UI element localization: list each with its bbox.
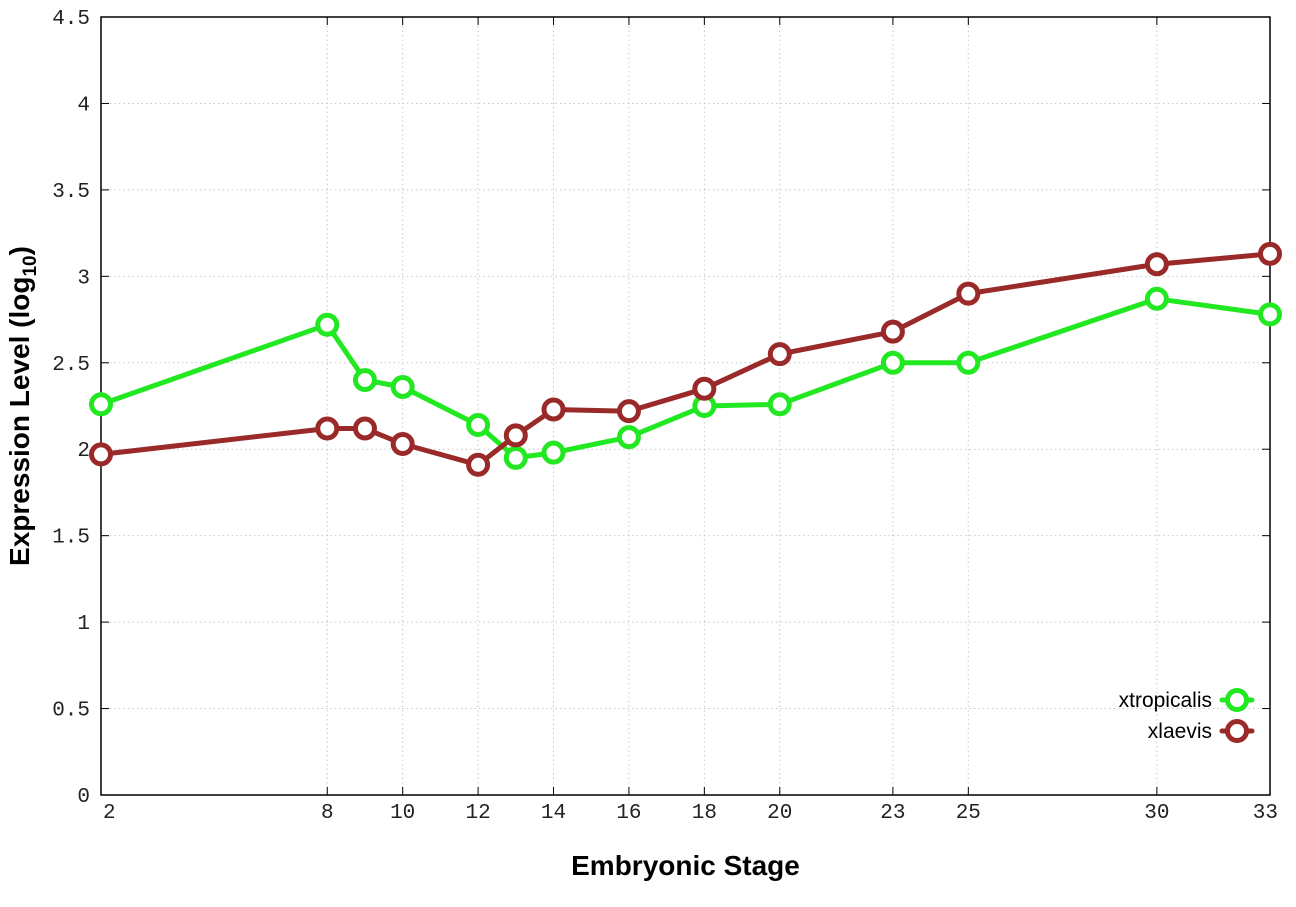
x-tick-label: 23 [880, 802, 905, 825]
data-point-xtropicalis [390, 374, 415, 399]
data-point-xlaevis [616, 399, 641, 424]
series-xlaevis [89, 241, 1282, 477]
legend-label: xlaevis [1148, 720, 1212, 743]
data-point-xlaevis [767, 342, 792, 367]
y-tick-label: 1 [77, 613, 90, 636]
y-tick-label: 4 [77, 94, 90, 117]
y-tick-label: 4.5 [52, 8, 90, 31]
legend-item-xlaevis: xlaevis [1148, 719, 1255, 743]
x-tick-label: 33 [1253, 802, 1278, 825]
data-point-xlaevis [1144, 252, 1169, 277]
y-tick-label: 0 [77, 786, 90, 809]
x-tick-label: 20 [767, 802, 792, 825]
series-layer [89, 241, 1282, 477]
y-axis-title-close: ) [4, 246, 35, 255]
x-tick-label: 8 [321, 802, 334, 825]
data-point-xlaevis [956, 281, 981, 306]
y-axis-title-subscript: 10 [20, 255, 41, 276]
axis-ticks: 0 0.5 1 1.5 2 2.5 3 3.5 4 4.5 2 8 10 12 14 16 18 20 23 25 30… [52, 8, 1278, 825]
data-point-xlaevis [503, 423, 528, 448]
data-point-xtropicalis [89, 392, 113, 417]
data-point-xtropicalis [1258, 302, 1282, 327]
y-tick-label: 3 [77, 267, 90, 290]
data-point-xtropicalis [541, 440, 566, 465]
data-point-xtropicalis [880, 350, 905, 375]
x-axis-title: Embryonic Stage [571, 850, 800, 881]
legend-marker [1225, 719, 1249, 743]
legend: xtropicalis xlaevis [1119, 688, 1255, 743]
y-tick-label: 1.5 [52, 527, 90, 550]
data-point-xtropicalis [616, 425, 641, 450]
data-point-xtropicalis [352, 368, 377, 393]
data-point-xlaevis [1258, 241, 1282, 266]
data-point-xlaevis [352, 416, 377, 441]
y-axis-title: Expression Level (log10) [4, 246, 41, 566]
data-point-xtropicalis [767, 392, 792, 417]
series-line-xlaevis [98, 251, 1273, 468]
data-point-xlaevis [880, 319, 905, 344]
x-tick-label: 30 [1144, 802, 1169, 825]
x-tick-label: 16 [616, 802, 641, 825]
x-tick-label: 10 [390, 802, 415, 825]
y-tick-label: 2 [77, 440, 90, 463]
x-tick-label: 2 [103, 802, 116, 825]
grid [101, 17, 1270, 795]
data-point-xlaevis [466, 452, 491, 477]
legend-label: xtropicalis [1119, 689, 1212, 712]
x-tick-label: 25 [956, 802, 981, 825]
data-point-xtropicalis [503, 445, 528, 470]
series-xtropicalis [89, 286, 1282, 470]
y-tick-label: 3.5 [52, 181, 90, 204]
data-point-xlaevis [89, 442, 113, 467]
legend-item-xtropicalis: xtropicalis [1119, 688, 1255, 712]
x-tick-label: 12 [465, 802, 490, 825]
y-tick-label: 2.5 [52, 354, 90, 377]
plot-frame [100, 16, 1271, 796]
data-point-xlaevis [541, 397, 566, 422]
data-point-xlaevis [692, 376, 717, 401]
data-point-xlaevis [315, 416, 340, 441]
data-point-xtropicalis [315, 312, 340, 337]
data-point-xtropicalis [1144, 286, 1169, 311]
x-tick-label: 14 [541, 802, 566, 825]
data-point-xtropicalis [466, 413, 491, 438]
data-point-xtropicalis [956, 350, 981, 375]
legend-marker [1225, 688, 1249, 712]
x-tick-label: 18 [692, 802, 717, 825]
data-point-xlaevis [390, 432, 415, 457]
y-axis-title-main: Expression Level (log [4, 277, 35, 566]
y-tick-label: 0.5 [52, 700, 90, 723]
